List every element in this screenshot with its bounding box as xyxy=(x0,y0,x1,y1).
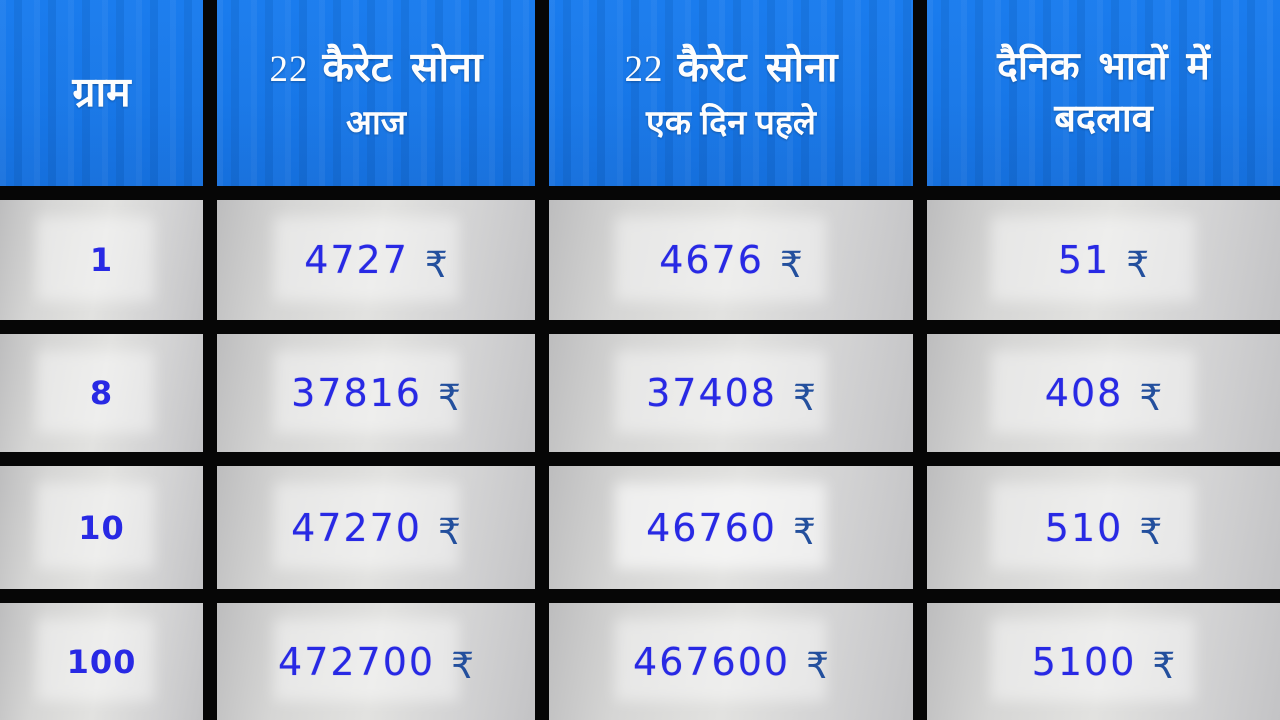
header-change-subtitle: बदलाव xyxy=(1054,97,1153,140)
price-number: 4676 xyxy=(659,238,764,282)
highlight-patch xyxy=(36,350,155,434)
rupee-symbol: ₹ xyxy=(1152,646,1176,687)
cell-change-price: 408 ₹ xyxy=(927,334,1280,452)
price-number: 408 xyxy=(1044,371,1124,415)
price-value: 4727 ₹ xyxy=(304,238,448,286)
header-yesterday-subtitle: एक दिन पहले xyxy=(646,103,816,142)
highlight-patch xyxy=(990,619,1196,702)
price-number: 51 xyxy=(1057,238,1111,282)
gram-value: 10 xyxy=(78,508,125,547)
price-value: 37816 ₹ xyxy=(291,371,461,419)
gram-value: 8 xyxy=(89,374,114,412)
rupee-symbol: ₹ xyxy=(806,646,829,687)
price-value: 510 ₹ xyxy=(1044,505,1163,554)
carat-value: 22 xyxy=(269,49,309,91)
rupee-symbol: ₹ xyxy=(1139,512,1163,553)
rupee-symbol: ₹ xyxy=(437,512,461,553)
price-number: 4727 xyxy=(304,238,409,282)
cell-gram: 100 xyxy=(0,603,203,720)
rupee-symbol: ₹ xyxy=(792,377,816,419)
header-cell-gram: ग्राम xyxy=(0,0,203,186)
cell-today-price: 37816 ₹ xyxy=(217,334,535,452)
price-number: 37816 xyxy=(291,371,422,415)
price-value: 46760 ₹ xyxy=(646,505,816,554)
price-number: 47270 xyxy=(291,505,422,550)
cell-change-price: 5100 ₹ xyxy=(927,603,1280,720)
highlight-patch xyxy=(614,350,826,434)
rupee-symbol: ₹ xyxy=(451,646,474,687)
cell-yesterday-price: 37408 ₹ xyxy=(549,334,913,452)
header-change-title: दैनिक भावों में xyxy=(997,44,1210,88)
highlight-patch xyxy=(274,483,459,570)
cell-gram: 1 xyxy=(0,200,203,320)
price-value: 5100 ₹ xyxy=(1031,639,1176,688)
header-today-subtitle: आज xyxy=(346,103,406,142)
highlight-patch xyxy=(614,619,826,702)
header-cell-change: दैनिक भावों में बदलाव xyxy=(927,0,1280,186)
price-value: 467600 ₹ xyxy=(633,639,829,688)
rupee-symbol: ₹ xyxy=(1126,244,1150,286)
highlight-patch xyxy=(990,350,1196,434)
price-number: 510 xyxy=(1044,505,1124,550)
highlight-patch xyxy=(36,483,155,570)
highlight-patch xyxy=(990,216,1196,301)
cell-yesterday-price: 46760 ₹ xyxy=(549,466,913,589)
price-number: 46760 xyxy=(646,505,777,550)
gram-value: 1 xyxy=(89,241,114,279)
highlight-patch xyxy=(274,350,459,434)
highlight-patch xyxy=(614,216,826,301)
price-value: 47270 ₹ xyxy=(291,505,461,554)
highlight-patch xyxy=(36,216,155,301)
header-yesterday-title: 22 कैरेट सोना xyxy=(624,41,837,94)
highlight-patch xyxy=(36,619,155,702)
cell-today-price: 4727 ₹ xyxy=(217,200,535,320)
rupee-symbol: ₹ xyxy=(424,244,448,286)
gram-value: 100 xyxy=(66,642,137,681)
cell-yesterday-price: 4676 ₹ xyxy=(549,200,913,320)
cell-today-price: 47270 ₹ xyxy=(217,466,535,589)
price-value: 4676 ₹ xyxy=(659,238,803,286)
header-gram-label: ग्राम xyxy=(72,69,131,116)
price-value: 472700 ₹ xyxy=(278,639,474,688)
rupee-symbol: ₹ xyxy=(792,512,816,553)
highlight-patch xyxy=(274,216,459,301)
price-value: 408 ₹ xyxy=(1044,371,1162,419)
cell-yesterday-price: 467600 ₹ xyxy=(549,603,913,720)
header-cell-yesterday: 22 कैरेट सोना एक दिन पहले xyxy=(549,0,913,186)
price-value: 51 ₹ xyxy=(1057,238,1149,286)
price-number: 472700 xyxy=(278,639,436,684)
header-yesterday-title-text: कैरेट सोना xyxy=(677,44,838,91)
rupee-symbol: ₹ xyxy=(437,377,461,419)
header-today-title: 22 कैरेट सोना xyxy=(269,41,482,94)
rupee-symbol: ₹ xyxy=(1139,377,1163,419)
rupee-symbol: ₹ xyxy=(779,244,803,286)
highlight-patch xyxy=(990,483,1196,570)
cell-change-price: 510 ₹ xyxy=(927,466,1280,589)
highlight-patch xyxy=(614,483,826,570)
cell-change-price: 51 ₹ xyxy=(927,200,1280,320)
cell-gram: 8 xyxy=(0,334,203,452)
header-today-title-text: कैरेट सोना xyxy=(322,44,483,91)
cell-today-price: 472700 ₹ xyxy=(217,603,535,720)
header-cell-today: 22 कैरेट सोना आज xyxy=(217,0,535,186)
price-number: 467600 xyxy=(633,639,791,684)
highlight-patch xyxy=(274,619,459,702)
carat-value: 22 xyxy=(624,49,664,91)
price-value: 37408 ₹ xyxy=(646,371,816,419)
price-number: 5100 xyxy=(1031,639,1137,684)
price-number: 37408 xyxy=(646,371,777,415)
cell-gram: 10 xyxy=(0,466,203,589)
